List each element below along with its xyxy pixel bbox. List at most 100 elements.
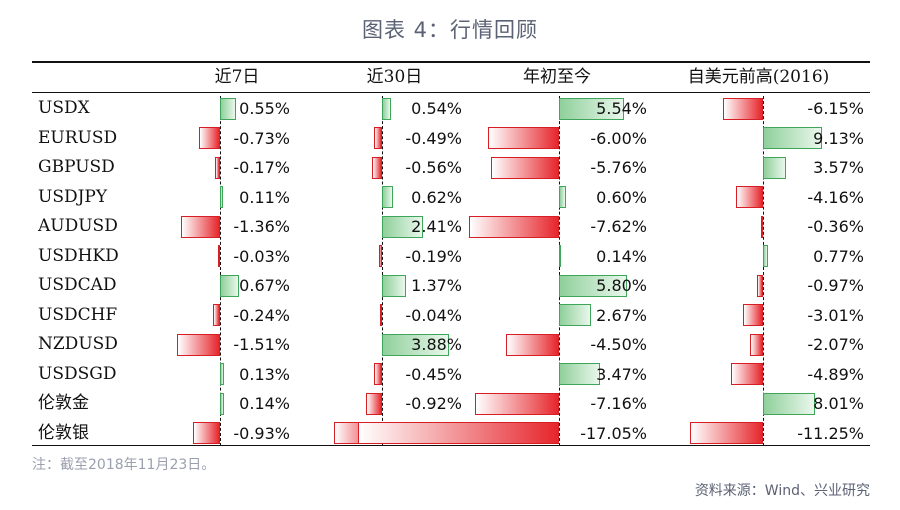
bar-negative bbox=[193, 422, 220, 444]
bar-positive bbox=[763, 156, 787, 179]
bar-negative bbox=[491, 156, 559, 179]
value-label: 0.13% bbox=[239, 364, 290, 384]
value-label: -7.16% bbox=[590, 394, 647, 413]
bar-negative bbox=[505, 333, 559, 356]
value-label: 5.80% bbox=[596, 276, 647, 295]
bar-negative bbox=[469, 215, 559, 238]
bar-negative bbox=[756, 274, 763, 297]
bar-negative bbox=[199, 127, 220, 149]
column-header-1: 近7日 bbox=[214, 67, 260, 87]
value-label: -0.92% bbox=[405, 394, 462, 413]
bar-negative bbox=[373, 127, 382, 149]
value-label: 3.47% bbox=[596, 364, 647, 384]
value-label: 0.54% bbox=[411, 99, 462, 118]
value-label: -4.50% bbox=[590, 335, 647, 354]
value-label: -1.36% bbox=[233, 217, 290, 236]
value-label: -0.56% bbox=[405, 158, 462, 177]
value-label: -4.16% bbox=[807, 187, 864, 207]
bar-positive bbox=[763, 127, 823, 149]
bar-negative bbox=[749, 333, 763, 356]
value-label: 3.88% bbox=[411, 335, 462, 354]
bar-negative bbox=[474, 392, 559, 415]
value-label: 0.11% bbox=[239, 187, 290, 207]
bar-negative bbox=[731, 363, 763, 385]
bar-positive bbox=[559, 245, 561, 267]
bar-positive bbox=[382, 333, 449, 356]
column-header-4: 自美元前高(2016) bbox=[687, 67, 830, 87]
row-label: USDHKD bbox=[38, 245, 119, 266]
row-label: USDJPY bbox=[38, 186, 108, 207]
bar-negative bbox=[366, 392, 382, 415]
value-label: 2.67% bbox=[596, 305, 647, 325]
value-label: -6.00% bbox=[590, 128, 647, 148]
value-label: -0.04% bbox=[405, 305, 462, 325]
bar-positive bbox=[382, 274, 406, 297]
bar-positive bbox=[382, 215, 424, 238]
bar-negative bbox=[215, 156, 220, 179]
value-label: 5.54% bbox=[596, 99, 647, 118]
bar-positive bbox=[559, 274, 628, 297]
row-label: GBPUSD bbox=[38, 157, 115, 177]
bar-positive bbox=[763, 245, 768, 267]
table-bottom-rule bbox=[32, 445, 870, 446]
value-label: -5.76% bbox=[590, 158, 647, 177]
bar-negative bbox=[372, 156, 382, 179]
bar-negative bbox=[488, 127, 559, 149]
row-label: EURUSD bbox=[38, 127, 118, 148]
value-label: -1.51% bbox=[233, 335, 290, 354]
bar-positive bbox=[382, 97, 392, 120]
zero-axis-4 bbox=[763, 96, 764, 446]
value-label: -0.97% bbox=[807, 276, 864, 295]
value-label: -6.15% bbox=[807, 99, 864, 118]
value-label: -2.07% bbox=[807, 335, 864, 354]
bar-negative bbox=[357, 422, 559, 444]
bar-positive bbox=[763, 392, 816, 415]
bar-negative bbox=[176, 333, 220, 356]
bar-negative bbox=[723, 97, 763, 120]
value-label: 8.01% bbox=[813, 394, 864, 413]
table-top-rule bbox=[32, 61, 870, 63]
market-review-table: 近7日 近30日 年初至今 自美元前高(2016) USDX 0.55% 0.54% 5.5… bbox=[32, 61, 870, 446]
value-label: -17.05% bbox=[580, 423, 647, 443]
row-label: NZDUSD bbox=[38, 334, 118, 354]
value-label: -0.93% bbox=[233, 423, 290, 443]
zero-axis-2 bbox=[382, 96, 383, 446]
value-label: 0.60% bbox=[596, 187, 647, 207]
value-label: -0.03% bbox=[233, 246, 290, 266]
row-label: USDSGD bbox=[38, 363, 117, 384]
value-label: -0.49% bbox=[405, 128, 462, 148]
bar-positive bbox=[220, 186, 224, 208]
value-label: -0.45% bbox=[405, 364, 462, 384]
row-label: USDCAD bbox=[38, 275, 117, 295]
bar-negative bbox=[743, 304, 763, 326]
row-label: 伦敦金 bbox=[38, 393, 89, 413]
value-label: 0.77% bbox=[813, 246, 864, 266]
bar-negative bbox=[213, 304, 220, 326]
bar-positive bbox=[559, 186, 567, 208]
bar-negative bbox=[380, 304, 382, 326]
value-label: 0.55% bbox=[239, 99, 290, 118]
value-label: -0.36% bbox=[807, 217, 864, 236]
zero-axis-3 bbox=[559, 96, 560, 446]
bar-positive bbox=[220, 363, 224, 385]
bar-negative bbox=[218, 245, 220, 267]
value-label: 0.62% bbox=[411, 187, 462, 207]
bar-positive bbox=[220, 97, 236, 120]
value-label: -3.01% bbox=[807, 305, 864, 325]
bar-positive bbox=[559, 363, 600, 385]
value-label: 9.13% bbox=[813, 128, 864, 148]
bar-positive bbox=[559, 97, 625, 120]
value-label: 0.14% bbox=[239, 394, 290, 413]
value-label: -0.73% bbox=[233, 128, 290, 148]
bar-negative bbox=[374, 363, 382, 385]
column-header-2: 近30日 bbox=[366, 67, 423, 87]
footnote: 注：截至2018年11月23日。 bbox=[32, 457, 216, 473]
bar-negative bbox=[735, 186, 763, 208]
value-label: -4.89% bbox=[807, 364, 864, 384]
bar-negative bbox=[689, 422, 763, 444]
value-label: 2.41% bbox=[411, 217, 462, 236]
bar-negative bbox=[181, 215, 220, 238]
bar-positive bbox=[559, 304, 591, 326]
value-label: 0.14% bbox=[596, 246, 647, 266]
value-label: -0.17% bbox=[233, 158, 290, 177]
